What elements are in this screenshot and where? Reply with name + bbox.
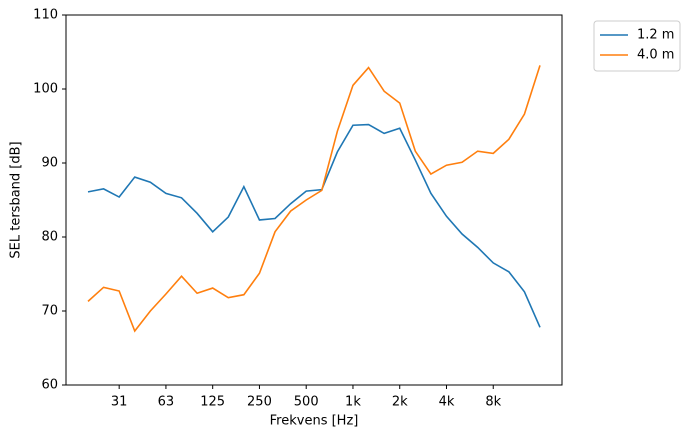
x-tick-label: 4k xyxy=(439,395,455,410)
x-tick-label: 1k xyxy=(345,395,361,410)
legend-box xyxy=(593,20,681,72)
x-tick-label: 500 xyxy=(294,395,319,410)
series-line xyxy=(87,123,541,328)
x-tick-label: 31 xyxy=(111,395,128,410)
y-tick-label: 90 xyxy=(41,156,58,171)
y-tick-label: 70 xyxy=(41,304,58,319)
x-tick-label: 63 xyxy=(158,395,175,410)
y-tick-label: 80 xyxy=(41,230,58,245)
y-tick-label: 60 xyxy=(41,378,58,393)
x-tick-label: 125 xyxy=(200,395,225,410)
legend-label: 1.2 m xyxy=(637,28,674,43)
x-axis-label: Frekvens [Hz] xyxy=(270,414,359,429)
legend-label: 4.0 m xyxy=(637,48,674,63)
x-tick-label: 2k xyxy=(392,395,408,410)
y-tick-label: 100 xyxy=(33,82,58,97)
series-line xyxy=(87,65,541,333)
plot-frame xyxy=(65,14,563,386)
x-tick-label: 8k xyxy=(485,395,501,410)
y-axis-label: SEL tersband [dB] xyxy=(9,141,24,258)
y-tick-label: 110 xyxy=(33,8,58,23)
x-tick-label: 250 xyxy=(247,395,272,410)
